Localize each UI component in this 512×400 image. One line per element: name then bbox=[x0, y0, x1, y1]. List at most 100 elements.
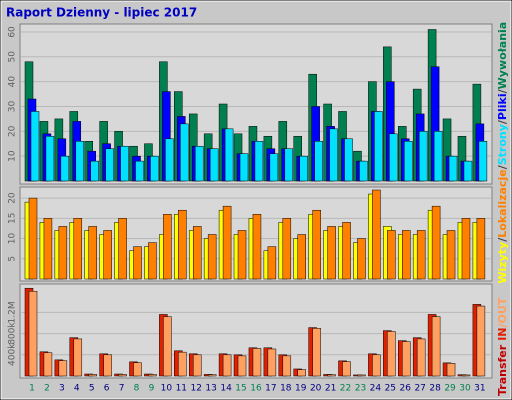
legend-separator: / bbox=[496, 119, 509, 124]
bar bbox=[372, 354, 381, 377]
x-tick-label: 14 bbox=[220, 384, 232, 394]
legend-entry: /OUT bbox=[496, 297, 509, 327]
bar bbox=[299, 155, 308, 182]
bar bbox=[374, 111, 383, 182]
y-tick-label: 20 bbox=[8, 125, 18, 137]
x-tick-label: 17 bbox=[265, 384, 276, 394]
bar bbox=[118, 218, 127, 280]
bar bbox=[88, 374, 97, 377]
bar bbox=[58, 360, 68, 377]
bar bbox=[239, 153, 249, 182]
bar bbox=[28, 290, 38, 377]
x-tick-label: 24 bbox=[370, 384, 382, 394]
x-tick-label: 11 bbox=[176, 384, 187, 394]
bar bbox=[163, 214, 172, 280]
bar bbox=[312, 209, 321, 280]
bar bbox=[180, 123, 189, 182]
x-tick-label: 25 bbox=[385, 384, 396, 394]
x-tick-label: 22 bbox=[340, 384, 351, 394]
bar bbox=[43, 352, 53, 377]
bar bbox=[446, 230, 456, 280]
bar bbox=[237, 355, 247, 377]
bar bbox=[446, 363, 456, 377]
bar bbox=[133, 246, 142, 280]
bar bbox=[207, 374, 217, 377]
bar bbox=[448, 155, 458, 182]
bar bbox=[75, 141, 85, 182]
x-tick-label: 26 bbox=[400, 384, 412, 394]
bar bbox=[389, 133, 398, 182]
y-tick-label: 10 bbox=[8, 150, 18, 162]
bar bbox=[105, 148, 114, 182]
bar bbox=[357, 374, 366, 377]
y-tick-label: 20 bbox=[8, 192, 18, 204]
x-tick-label: 23 bbox=[355, 384, 366, 394]
x-tick-label: 7 bbox=[119, 384, 125, 394]
x-tick-label: 16 bbox=[250, 384, 262, 394]
bar bbox=[118, 374, 127, 377]
x-tick-label: 2 bbox=[44, 384, 50, 394]
chart-title: Raport Dzienny - lipiec 2017 bbox=[6, 6, 197, 20]
bar bbox=[359, 160, 368, 182]
x-tick-label: 8 bbox=[134, 384, 140, 394]
bar bbox=[163, 316, 172, 377]
bar bbox=[404, 141, 413, 182]
bar bbox=[416, 230, 426, 280]
x-tick-label: 1 bbox=[29, 384, 35, 394]
y-tick-label: 60 bbox=[8, 26, 18, 38]
legend: TransferIN/OUTWizyty/Lokalizacje/Strony/… bbox=[496, 22, 509, 396]
bar bbox=[30, 111, 40, 182]
bar bbox=[90, 160, 99, 182]
bar bbox=[344, 138, 353, 182]
bar bbox=[327, 226, 336, 280]
x-tick-label: 6 bbox=[104, 384, 110, 394]
legend-entry: Pliki bbox=[496, 93, 509, 120]
bar bbox=[120, 145, 129, 182]
legend-entry: Lokalizacje bbox=[496, 169, 509, 237]
bar bbox=[45, 136, 55, 182]
legend-entry: Wizyty bbox=[496, 242, 509, 284]
x-tick-label: 13 bbox=[205, 384, 216, 394]
bar bbox=[178, 209, 187, 280]
x-tick-label: 9 bbox=[149, 384, 155, 394]
bar bbox=[237, 230, 247, 280]
bar bbox=[60, 155, 70, 182]
bar bbox=[402, 230, 411, 280]
bar bbox=[43, 218, 53, 280]
bar bbox=[267, 348, 277, 377]
y-tick-label: 40 bbox=[8, 76, 18, 88]
bar bbox=[194, 145, 204, 182]
x-tick-label: 21 bbox=[325, 384, 336, 394]
bar bbox=[387, 331, 396, 377]
bar bbox=[252, 348, 262, 377]
bar bbox=[209, 148, 219, 182]
bar bbox=[282, 355, 292, 377]
x-tick-label: 5 bbox=[89, 384, 95, 394]
y-tick-label: 1.2M bbox=[8, 301, 18, 323]
bar bbox=[133, 362, 142, 377]
x-tick-label: 18 bbox=[280, 384, 292, 394]
bar bbox=[282, 218, 292, 280]
x-tick-label: 19 bbox=[295, 384, 307, 394]
bar bbox=[73, 218, 83, 280]
bar bbox=[28, 197, 38, 280]
x-tick-label: 12 bbox=[191, 384, 202, 394]
legend-separator: / bbox=[496, 88, 509, 93]
y-tick-label: 800k bbox=[8, 322, 18, 345]
bar bbox=[329, 128, 338, 182]
x-tick-label: 29 bbox=[444, 384, 456, 394]
bar bbox=[297, 234, 306, 280]
bar bbox=[418, 131, 428, 182]
bar bbox=[297, 369, 306, 377]
x-tick-label: 20 bbox=[310, 384, 322, 394]
x-tick-label: 31 bbox=[474, 384, 485, 394]
legend-separator: / bbox=[496, 164, 509, 169]
bar bbox=[207, 234, 217, 280]
bar bbox=[416, 338, 426, 377]
bar bbox=[314, 141, 323, 182]
bar bbox=[431, 316, 441, 377]
bar bbox=[342, 222, 351, 280]
x-tick-label: 4 bbox=[74, 384, 80, 394]
